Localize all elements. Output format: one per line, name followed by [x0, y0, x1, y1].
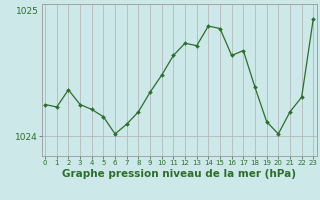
- Text: 1025: 1025: [16, 7, 39, 16]
- X-axis label: Graphe pression niveau de la mer (hPa): Graphe pression niveau de la mer (hPa): [62, 169, 296, 179]
